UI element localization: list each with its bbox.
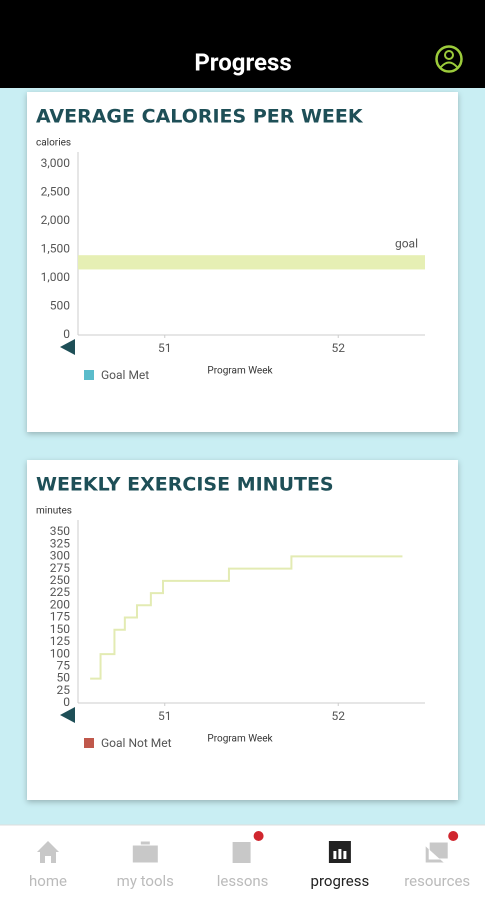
y-tick-label: 3,000 [41, 156, 71, 170]
x-axis-label: Program Week [207, 366, 273, 377]
legend-swatch [84, 738, 94, 748]
y-tick-label: 225 [50, 585, 70, 599]
legend-swatch [84, 370, 94, 380]
x-tick-label: 51 [158, 709, 172, 723]
y-tick-label: 1,000 [41, 270, 71, 284]
y-tick-label: 75 [57, 659, 71, 673]
prev-arrow[interactable] [60, 707, 75, 723]
nav-icon-bar [338, 849, 342, 859]
nav-label[interactable]: home [29, 872, 67, 890]
y-tick-label: 1,500 [41, 242, 71, 256]
legend-label: Goal Not Met [101, 736, 172, 750]
y-tick-label: 500 [50, 299, 70, 313]
nav-label[interactable]: resources [404, 872, 470, 890]
y-tick-label: 0 [63, 327, 70, 341]
y-tick-label: 300 [50, 549, 70, 563]
nav-icon[interactable] [424, 841, 449, 864]
nav-icon-bar [343, 851, 347, 859]
y-tick-label: 50 [57, 671, 71, 685]
goal-band [78, 255, 425, 270]
y-tick-label: 125 [50, 634, 70, 648]
y-tick-label: 150 [50, 622, 70, 636]
y-tick-label: 0 [63, 695, 70, 709]
notification-dot [448, 831, 459, 841]
profile-icon[interactable] [435, 45, 463, 73]
y-tick-label: 175 [50, 610, 70, 624]
y-tick-label: 325 [50, 536, 70, 550]
nav-icon[interactable] [131, 840, 159, 864]
header-bar [0, 0, 485, 88]
header-title: Progress [194, 48, 291, 76]
y-tick-label: 250 [50, 573, 70, 587]
nav-label[interactable]: my tools [117, 872, 174, 890]
x-axis-label: Program Week [207, 734, 273, 745]
y-tick-label: 200 [50, 597, 70, 611]
notification-dot [253, 831, 264, 841]
nav-icon[interactable] [232, 842, 251, 863]
y-tick-label: 25 [57, 683, 71, 697]
nav-label[interactable]: lessons [217, 872, 269, 890]
exercise-line [90, 555, 403, 680]
y-tick-label: 2,500 [41, 185, 71, 199]
y-axis-label: minutes [36, 506, 72, 517]
y-tick-label: 100 [50, 646, 70, 660]
y-tick-label: 275 [50, 561, 70, 575]
nav-label[interactable]: progress [311, 872, 370, 890]
nav-icon-bar [333, 851, 337, 859]
x-tick-label: 52 [332, 341, 346, 355]
nav-icon[interactable] [37, 841, 59, 863]
prev-arrow[interactable] [60, 339, 75, 355]
chart-title: AVERAGE CALORIES PER WEEK [36, 106, 364, 128]
x-tick-label: 51 [158, 341, 172, 355]
y-axis-label: calories [36, 138, 71, 149]
y-tick-label: 2,000 [41, 213, 71, 227]
goal-label: goal [395, 236, 418, 250]
chart-title: WEEKLY EXERCISE MINUTES [36, 474, 334, 496]
y-tick-label: 350 [50, 524, 70, 538]
x-tick-label: 52 [332, 709, 346, 723]
card [27, 460, 458, 800]
legend-label: Goal Met [101, 368, 149, 382]
